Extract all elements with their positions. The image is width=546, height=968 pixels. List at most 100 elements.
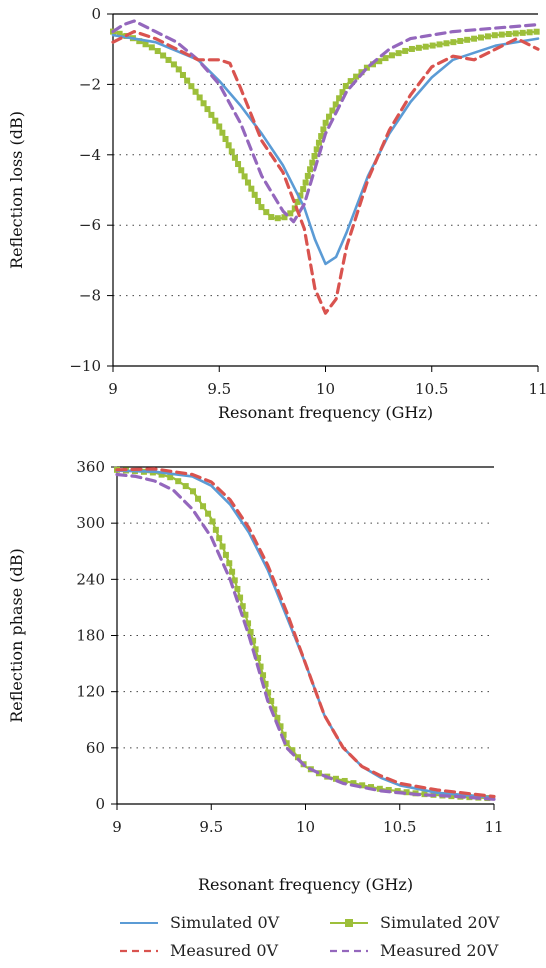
data-point: [274, 215, 281, 222]
data-point: [165, 56, 172, 63]
data-point: [196, 94, 203, 101]
series-line: [115, 469, 496, 799]
data-point: [228, 148, 235, 155]
data-point: [251, 191, 258, 198]
y-tick-label: 0: [95, 795, 105, 813]
legend-label: Simulated 20V: [380, 913, 500, 932]
data-point: [216, 535, 223, 542]
data-point: [342, 82, 349, 89]
data-point: [242, 611, 249, 618]
data-point: [376, 785, 383, 792]
data-point: [526, 29, 533, 36]
series-measured-0v: [115, 467, 496, 799]
data-point: [289, 747, 296, 754]
data-point: [311, 152, 318, 159]
x-tick-label: 11: [528, 380, 546, 398]
data-point: [359, 782, 366, 789]
data-point: [436, 41, 443, 48]
axes: [111, 466, 495, 810]
data-point: [219, 129, 226, 136]
x-axis-title: Resonant frequency (GHz): [198, 875, 413, 894]
data-point: [422, 43, 429, 50]
data-point: [229, 568, 236, 575]
data-point: [491, 32, 498, 39]
data-point: [302, 179, 309, 186]
data-point: [313, 146, 320, 153]
data-point: [347, 78, 354, 85]
x-tick-label: 10.5: [415, 380, 448, 398]
data-point: [154, 48, 161, 55]
data-point: [336, 95, 343, 102]
legend-item: Measured 0V: [120, 941, 279, 960]
data-point: [287, 210, 294, 217]
data-point: [255, 197, 262, 204]
series-simulated-20v: [110, 28, 540, 222]
data-point: [300, 186, 307, 193]
y-tick-label: −4: [79, 146, 101, 164]
tick-labels: 360 300 240 180 120 60 09 9.5 10 10.5 11: [76, 458, 503, 836]
series-line: [111, 30, 540, 315]
data-point: [464, 36, 471, 43]
data-point: [192, 88, 199, 95]
y-tick-label: −6: [79, 216, 101, 234]
x-tick-label: 10: [296, 818, 315, 836]
chart-reflection-loss: 0 −2 −4 −6 −8 −10 9 9.5 10 10.5 11 Resonant freque…: [7, 5, 546, 422]
data-point: [291, 205, 298, 212]
data-point: [341, 777, 348, 784]
data-point: [281, 214, 288, 221]
data-point: [216, 123, 223, 130]
data-point: [519, 29, 526, 36]
x-tick-label: 9: [112, 818, 122, 836]
y-tick-label: −2: [79, 75, 101, 93]
data-point: [250, 637, 257, 644]
data-point: [208, 111, 215, 118]
legend-item: Simulated 20V: [330, 913, 500, 932]
data-point: [274, 714, 281, 721]
data-point: [265, 689, 272, 696]
gridlines: [117, 522, 494, 749]
data-point: [205, 510, 212, 517]
data-point: [116, 30, 123, 37]
series-measured-0v: [111, 30, 540, 315]
data-point: [315, 139, 322, 146]
y-tick-label: 240: [76, 570, 105, 588]
data-point: [271, 706, 278, 713]
data-point: [238, 167, 245, 174]
tick-labels: 0 −2 −4 −6 −8 −10 9 9.5 10 10.5 11: [69, 5, 546, 398]
data-point: [175, 478, 182, 485]
data-point: [268, 214, 275, 221]
data-point: [450, 39, 457, 46]
data-point: [237, 594, 244, 601]
data-point: [309, 159, 316, 166]
y-tick-label: 60: [86, 739, 105, 757]
data-point: [231, 154, 238, 161]
data-point: [160, 52, 167, 59]
series-line: [111, 19, 540, 224]
data-point: [320, 126, 327, 133]
data-point: [471, 35, 478, 42]
data-point: [353, 73, 360, 80]
y-tick-label: 0: [91, 5, 101, 23]
data-point: [297, 192, 304, 199]
data-point: [225, 142, 232, 149]
chart-reflection-phase: 360 300 240 180 120 60 09 9.5 10 10.5 11 Resonant …: [7, 458, 504, 894]
data-point: [170, 61, 177, 68]
data-point: [376, 58, 383, 65]
series-line: [115, 467, 496, 799]
data-point: [239, 603, 246, 610]
y-tick-label: 180: [76, 627, 105, 645]
data-point: [429, 42, 436, 49]
data-point: [255, 654, 262, 661]
legend-label: Simulated 0V: [170, 913, 280, 932]
legend-label: Measured 0V: [170, 941, 279, 960]
data-point: [204, 106, 211, 113]
legend: Simulated 0V Simulated 20V Measured 0V Meas…: [120, 913, 500, 960]
data-point: [182, 483, 189, 490]
data-point: [268, 697, 275, 704]
x-tick-label: 10: [316, 380, 335, 398]
data-point: [326, 113, 333, 120]
data-point: [329, 107, 336, 114]
x-tick-label: 10.5: [383, 818, 416, 836]
data-point: [234, 585, 241, 592]
